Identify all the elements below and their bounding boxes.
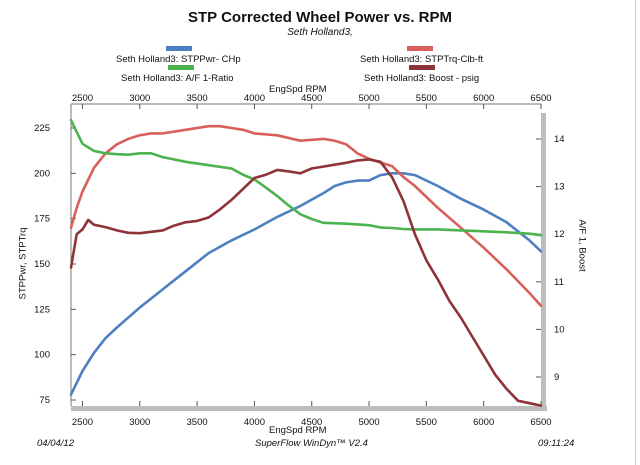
y-right-tick-label: 13 xyxy=(554,182,565,193)
chart-subtitle: Seth Holland3, xyxy=(287,27,353,38)
legend-label-af: Seth Holland3: A/F 1-Ratio xyxy=(121,73,234,84)
x-tick-label-bottom: 5000 xyxy=(358,417,379,428)
x-tick-label-top: 2500 xyxy=(72,93,93,104)
x-tick-label-top: 4000 xyxy=(244,93,265,104)
chart-title: STP Corrected Wheel Power vs. RPM xyxy=(188,9,452,26)
footer-software: SuperFlow WinDyn™ V2.4 xyxy=(255,438,368,449)
x-axis-title-bottom: EngSpd RPM xyxy=(269,425,327,436)
y-right-tick-label: 14 xyxy=(554,134,565,145)
series-line-3 xyxy=(69,158,543,407)
x-tick-label-bottom: 3000 xyxy=(129,417,150,428)
footer-date: 04/04/12 xyxy=(37,438,74,449)
x-tick-label-bottom: 6500 xyxy=(530,417,551,428)
legend-swatch-torque xyxy=(407,46,433,51)
legend-label-torque: Seth Holland3: STPTrq-Clb-ft xyxy=(360,54,484,65)
y-left-tick-label: 200 xyxy=(34,168,50,179)
x-tick-label-top: 6500 xyxy=(530,93,551,104)
x-tick-label-bottom: 2500 xyxy=(72,417,93,428)
plot-frame-bottom xyxy=(71,406,547,411)
legend-label-boost: Seth Holland3: Boost - psig xyxy=(364,73,480,84)
y-left-tick-label: 175 xyxy=(34,214,50,225)
y-right-tick-label: 12 xyxy=(554,229,565,240)
legend-swatch-power xyxy=(166,46,192,51)
y-right-tick-label: 10 xyxy=(554,324,565,335)
y-left-tick-label: 75 xyxy=(39,395,50,406)
scan-edge-line xyxy=(635,0,636,465)
legend-swatch-boost xyxy=(409,65,435,70)
y-left-tick-label: 100 xyxy=(34,350,50,361)
y-right-tick-label: 9 xyxy=(554,372,559,383)
y-left-tick-label: 225 xyxy=(34,123,50,134)
x-axis-title-top: EngSpd RPM xyxy=(269,84,327,95)
x-tick-label-top: 3000 xyxy=(129,93,150,104)
x-tick-label-bottom: 6000 xyxy=(473,417,494,428)
y-left-tick-label: 150 xyxy=(34,259,50,270)
x-tick-label-bottom: 4500 xyxy=(301,417,322,428)
x-tick-label-bottom: 3500 xyxy=(187,417,208,428)
footer-time: 09:11:24 xyxy=(538,438,575,449)
x-tick-label-top: 5000 xyxy=(358,93,379,104)
legend-swatch-af xyxy=(168,65,194,70)
series-line-1 xyxy=(69,124,543,308)
series-line-2 xyxy=(69,118,543,237)
x-tick-label-bottom: 4000 xyxy=(244,417,265,428)
legend-label-power: Seth Holland3: STPPwr- CHp xyxy=(116,54,241,65)
x-tick-label-top: 5500 xyxy=(416,93,437,104)
series-line-0 xyxy=(69,172,543,396)
x-tick-label-top: 3500 xyxy=(187,93,208,104)
y-left-tick-label: 125 xyxy=(34,304,50,315)
y-right-tick-label: 11 xyxy=(554,277,564,288)
x-tick-label-top: 6000 xyxy=(473,93,494,104)
x-tick-label-bottom: 5500 xyxy=(416,417,437,428)
plot-frame-right xyxy=(541,113,546,411)
x-tick-label-top: 4500 xyxy=(301,93,322,104)
